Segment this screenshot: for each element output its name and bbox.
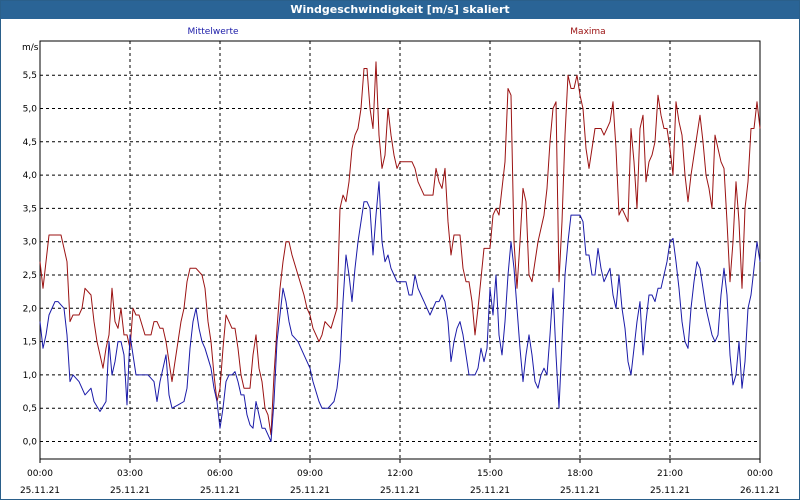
y-tick-label: 1,0 [23,371,38,381]
series-line-mittelwerte [39,181,761,442]
x-tick-time: 21:00 [657,469,683,479]
x-tick-date: 25.11.21 [200,486,240,496]
x-tick-date: 25.11.21 [380,486,420,496]
x-tick-time: 15:00 [477,469,503,479]
legend-maxima: Maxima [570,27,605,37]
y-tick-label: 0,0 [23,438,38,448]
y-tick-label: 4,0 [23,171,38,181]
x-tick-time: 03:00 [117,469,143,479]
x-tick-date: 25.11.21 [650,486,690,496]
y-tick-label: 5,0 [23,105,38,115]
series-line-maxima [39,61,761,436]
x-tick-date: 26.11.21 [740,486,780,496]
x-tick-date: 25.11.21 [560,486,600,496]
y-tick-label: 4,5 [23,138,37,148]
x-tick-time: 00:00 [27,469,53,479]
y-tick-label: 2,0 [23,304,38,314]
y-tick-label: 2,5 [23,271,37,281]
y-tick-labels: 0,0 0,5 1,0 1,5 2,0 2,5 3,0 3,5 4,0 4,5 5,0 5,5 [23,71,38,447]
x-tick-time: 09:00 [297,469,323,479]
y-axis-label: m/s [22,43,39,53]
y-tick-label: 1,5 [23,338,37,348]
x-tick-labels: 00:00 25.11.21 03:00 25.11.21 06:00 25.11.21 0… [20,469,780,496]
y-tick-label: 3,0 [23,238,38,248]
x-tick-time: 12:00 [387,469,413,479]
y-tick-label: 5,5 [23,71,37,81]
legend-mittelwerte: Mittelwerte [187,27,238,37]
x-tick-date: 25.11.21 [470,486,510,496]
window-title: Windgeschwindigkeit [m/s] skaliert [1,1,799,19]
y-tick-label: 0,5 [23,404,37,414]
x-tick-date: 25.11.21 [20,486,60,496]
y-tick-label: 3,5 [23,204,37,214]
x-tick-time: 00:00 [747,469,773,479]
x-tick-time: 18:00 [567,469,593,479]
grid-lines [39,41,761,463]
series-lines [39,61,761,442]
x-tick-date: 25.11.21 [110,486,150,496]
x-tick-time: 06:00 [207,469,233,479]
x-tick-date: 25.11.21 [290,486,330,496]
